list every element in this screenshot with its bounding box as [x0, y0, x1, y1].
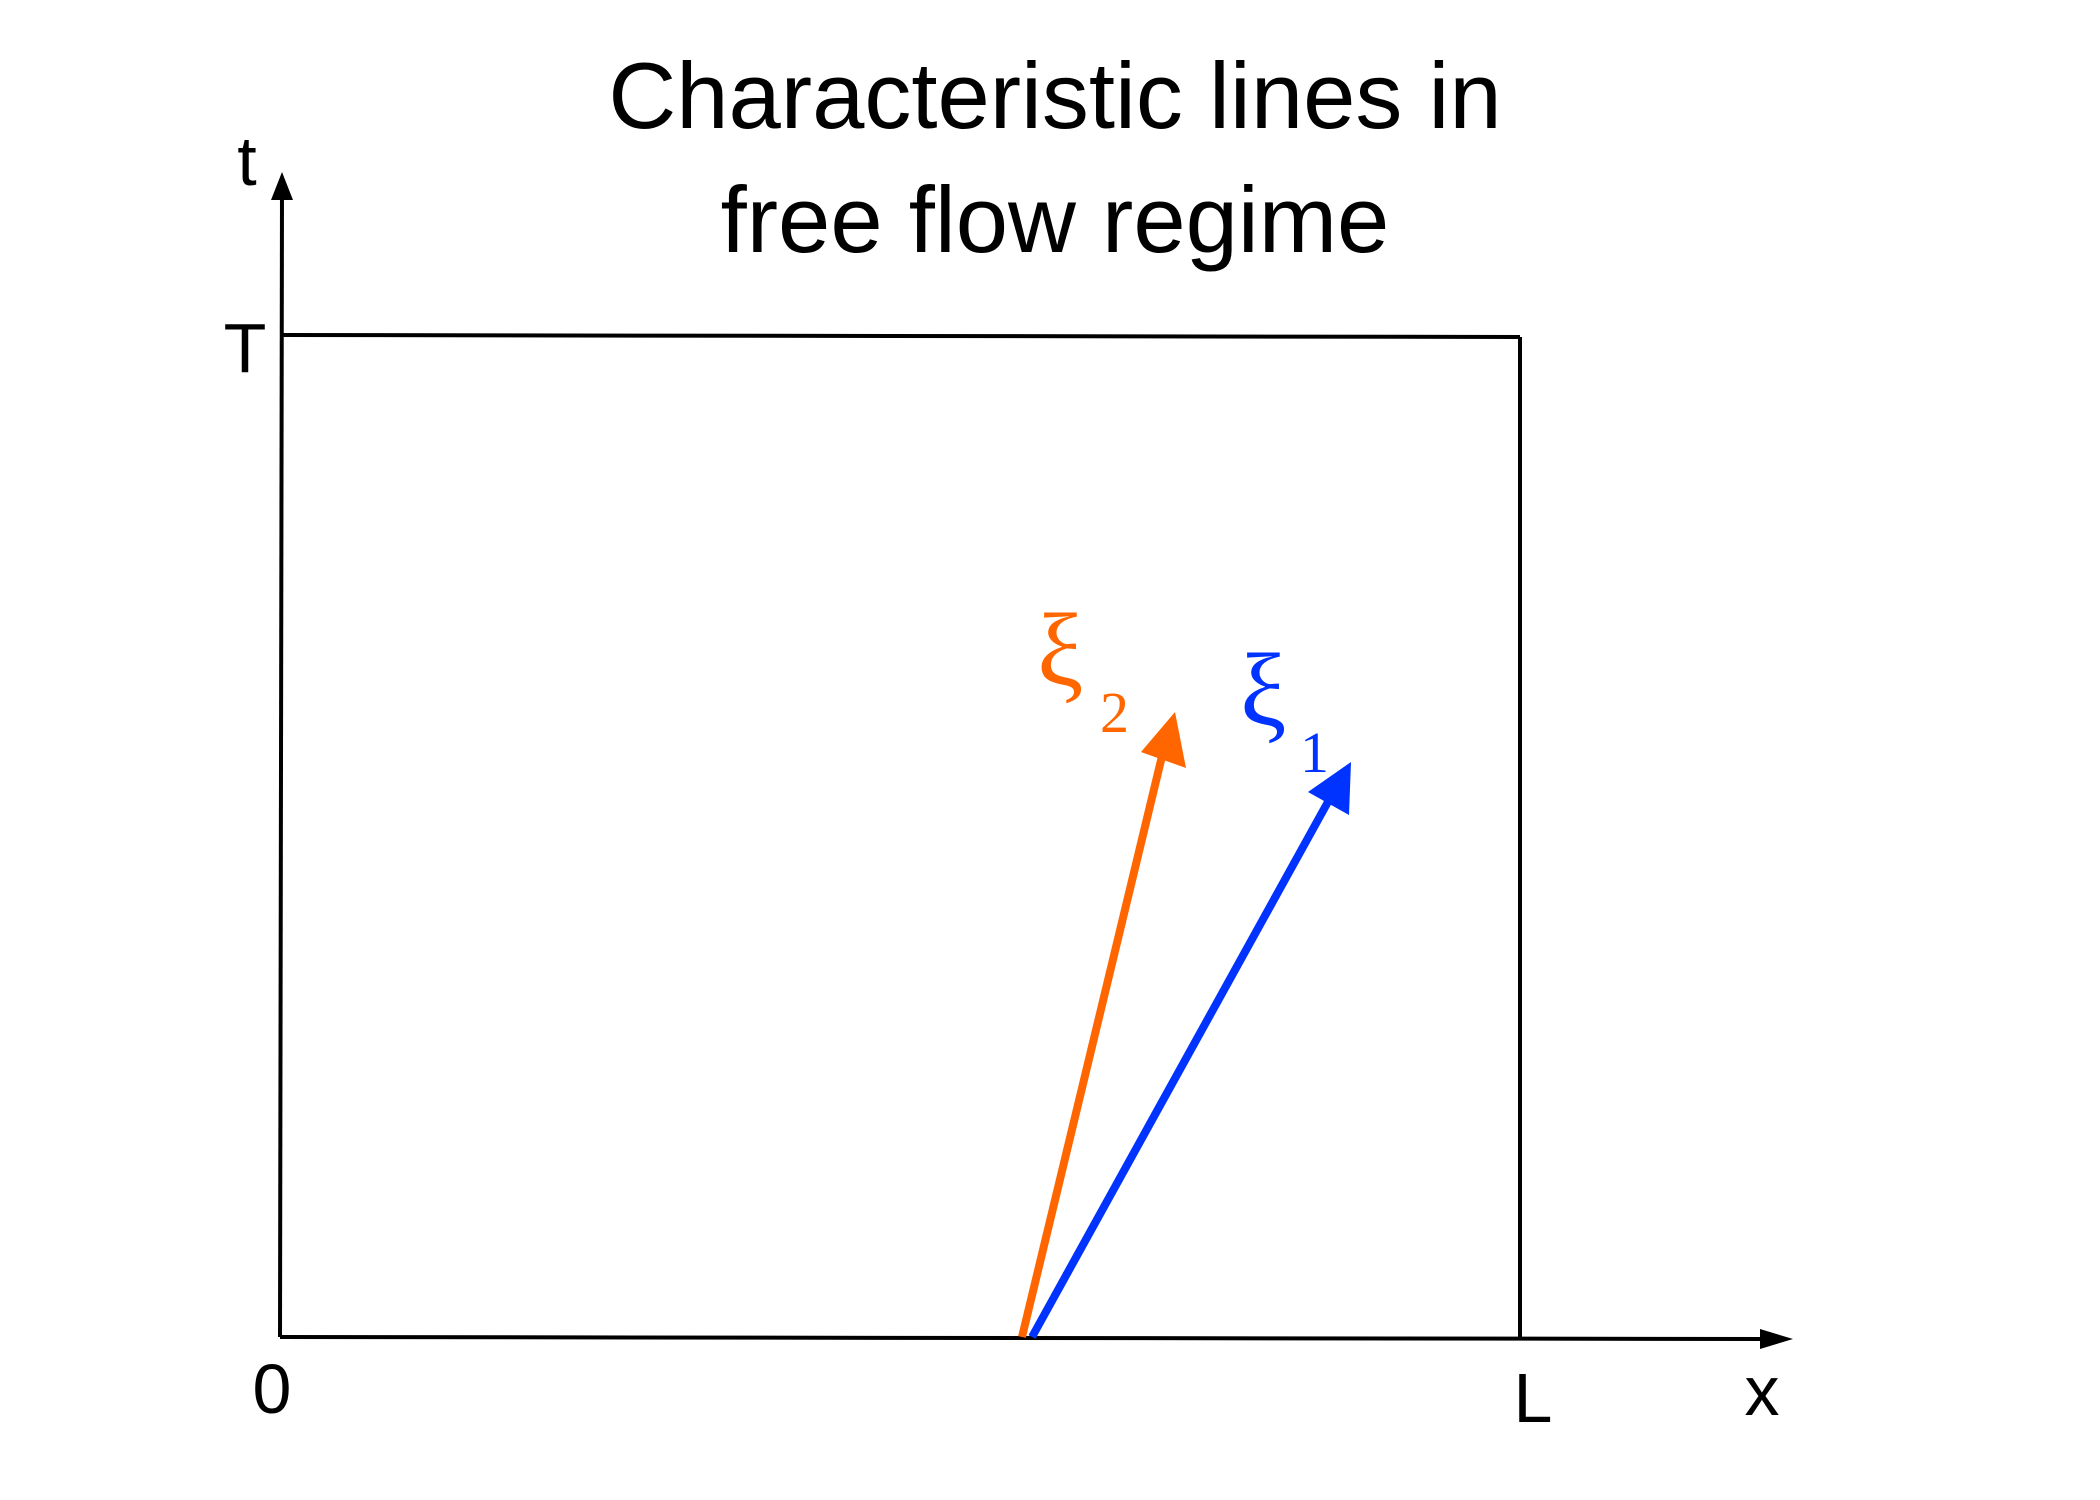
origin-label: 0 [253, 1350, 292, 1428]
xi2-characteristic-line [1018, 751, 1167, 1338]
t-axis-label: t [237, 122, 256, 200]
xi1-characteristic-line [1028, 798, 1333, 1339]
xi1-symbol: ξ [1240, 633, 1286, 748]
t-axis-arrowhead [271, 172, 293, 200]
xi1-subscript: 1 [1300, 720, 1329, 785]
xi1-label: ξ 1 [1240, 633, 1329, 785]
x-axis-arrowhead [1760, 1329, 1793, 1349]
t-axis [278, 189, 284, 1338]
x-axis [279, 1335, 1766, 1341]
T-label: T [224, 309, 267, 387]
title-line-1: Characteristic lines in [608, 43, 1501, 148]
x-axis-label: x [1745, 1352, 1780, 1430]
xi2-label: ξ 2 [1037, 593, 1129, 745]
title-line-2: free flow regime [721, 167, 1390, 272]
xi2-symbol: ξ [1037, 593, 1083, 708]
L-label: L [1514, 1359, 1553, 1437]
xi2-arrowhead [1141, 712, 1186, 768]
xi1-arrowhead [1308, 762, 1351, 815]
top-boundary-line [281, 333, 1521, 339]
xi2-subscript: 2 [1100, 680, 1129, 745]
